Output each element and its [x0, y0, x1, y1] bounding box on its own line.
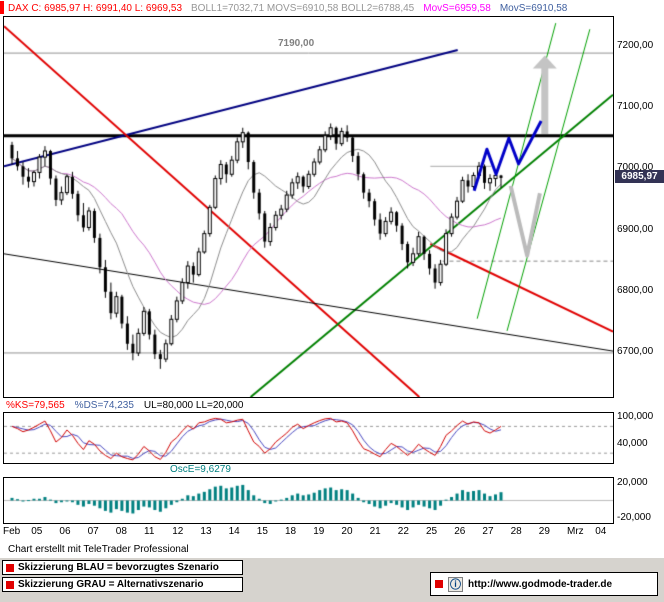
red-square-icon [6, 563, 14, 572]
legend-gray-box: Skizzierung GRAU = Alternativszenario [2, 577, 243, 592]
footer-area: Skizzierung BLAU = bevorzugtes Szenario … [0, 558, 664, 602]
website-link-box[interactable]: ⓘ http://www.godmode-trader.de [430, 572, 658, 596]
date-tick-label: Feb [3, 526, 21, 537]
date-tick-label: Mrz [567, 526, 584, 537]
legend-blue-box: Skizzierung BLAU = bevorzugtes Szenario [2, 560, 243, 575]
date-tick-label: 19 [313, 526, 325, 537]
date-tick-label: 18 [285, 526, 297, 537]
date-tick-label: 25 [426, 526, 438, 537]
red-square-icon [6, 580, 14, 589]
date-tick-label: 14 [228, 526, 240, 537]
osc-canvas[interactable] [4, 478, 613, 523]
date-tick-label: 06 [59, 526, 71, 537]
main-chart-canvas[interactable] [4, 17, 613, 397]
date-tick-label: 26 [454, 526, 466, 537]
stoch-axis: 100,000 40,000 [615, 411, 664, 464]
level-label: 7190,00 [278, 38, 315, 50]
legend-blue-text: Skizzierung BLAU = bevorzugtes Szenario [18, 562, 219, 573]
stoch-d-label: %DS=74,235 [74, 400, 134, 411]
quote-summary: DAX C: 6985,97 H: 6991,40 L: 6969,53 [8, 2, 183, 14]
main-chart-panel [3, 16, 614, 398]
date-tick-label: 05 [31, 526, 43, 537]
date-tick-label: 21 [369, 526, 381, 537]
price-tick-label: 7100,00 [617, 101, 654, 113]
osc-panel [3, 477, 614, 524]
movs-fast-value: MovS=6959,58 [423, 2, 491, 14]
stoch-canvas[interactable] [4, 413, 613, 463]
stoch-tick-label: 40,000 [617, 438, 648, 450]
price-tick-label: 7200,00 [617, 39, 654, 51]
date-tick-label: 20 [341, 526, 353, 537]
date-tick-label: 29 [538, 526, 550, 537]
red-square-icon [435, 580, 443, 588]
osc-label: OscE=9,6279 [170, 464, 231, 475]
price-tick-label: 7000,00 [617, 162, 654, 174]
stoch-levels-label: UL=80,000 LL=20,000 [143, 400, 244, 411]
stoch-panel [3, 412, 614, 464]
legend-gray-text: Skizzierung GRAU = Alternativszenario [18, 579, 204, 590]
time-axis: Feb 05 06 07 08 11 12 13 14 15 18 19 20 21 22 25 26 27 28 2… [0, 526, 614, 540]
price-tick-label: 6900,00 [617, 223, 654, 235]
website-url[interactable]: http://www.godmode-trader.de [468, 578, 613, 590]
stoch-tick-label: 100,000 [617, 411, 654, 423]
price-tick-label: 6800,00 [617, 284, 654, 296]
osc-label-strip: OscE=9,6279 [170, 464, 241, 476]
date-tick-label: 22 [397, 526, 409, 537]
osc-tick-label: 20,000 [617, 477, 648, 489]
chart-header: DAX C: 6985,97 H: 6991,40 L: 6969,53 BOL… [8, 1, 567, 15]
osc-tick-label: -20,000 [617, 511, 651, 523]
bollinger-summary: BOLL1=7032,71 MOVS=6910,58 BOLL2=6788,45 [191, 2, 415, 14]
last-price-badge: 6985,97 [615, 169, 664, 183]
date-tick-label: 08 [115, 526, 127, 537]
movs-slow-value: MovS=6910,58 [499, 2, 568, 14]
date-tick-label: 07 [87, 526, 99, 537]
date-tick-label: 13 [200, 526, 212, 537]
date-tick-label: 12 [172, 526, 184, 537]
date-tick-label: 28 [510, 526, 522, 537]
credit-line: Chart erstellt mit TeleTrader Profession… [8, 544, 189, 555]
date-tick-label: 15 [256, 526, 268, 537]
info-icon: ⓘ [448, 576, 463, 592]
price-axis: 6985,97 7200,00 7100,00 7000,00 6900,00 6800… [615, 16, 664, 398]
price-tick-label: 6700,00 [617, 345, 654, 357]
date-tick-label: 11 [144, 526, 155, 537]
osc-axis: 20,000 -20,000 [615, 477, 664, 524]
stoch-label-strip: %KS=79,565 %DS=74,235 UL=80,000 LL=20,000 [6, 400, 253, 412]
date-tick-label: 04 [595, 526, 607, 537]
date-tick-label: 27 [482, 526, 494, 537]
red-marker-icon [0, 1, 4, 14]
stoch-k-label: %KS=79,565 [6, 400, 65, 411]
